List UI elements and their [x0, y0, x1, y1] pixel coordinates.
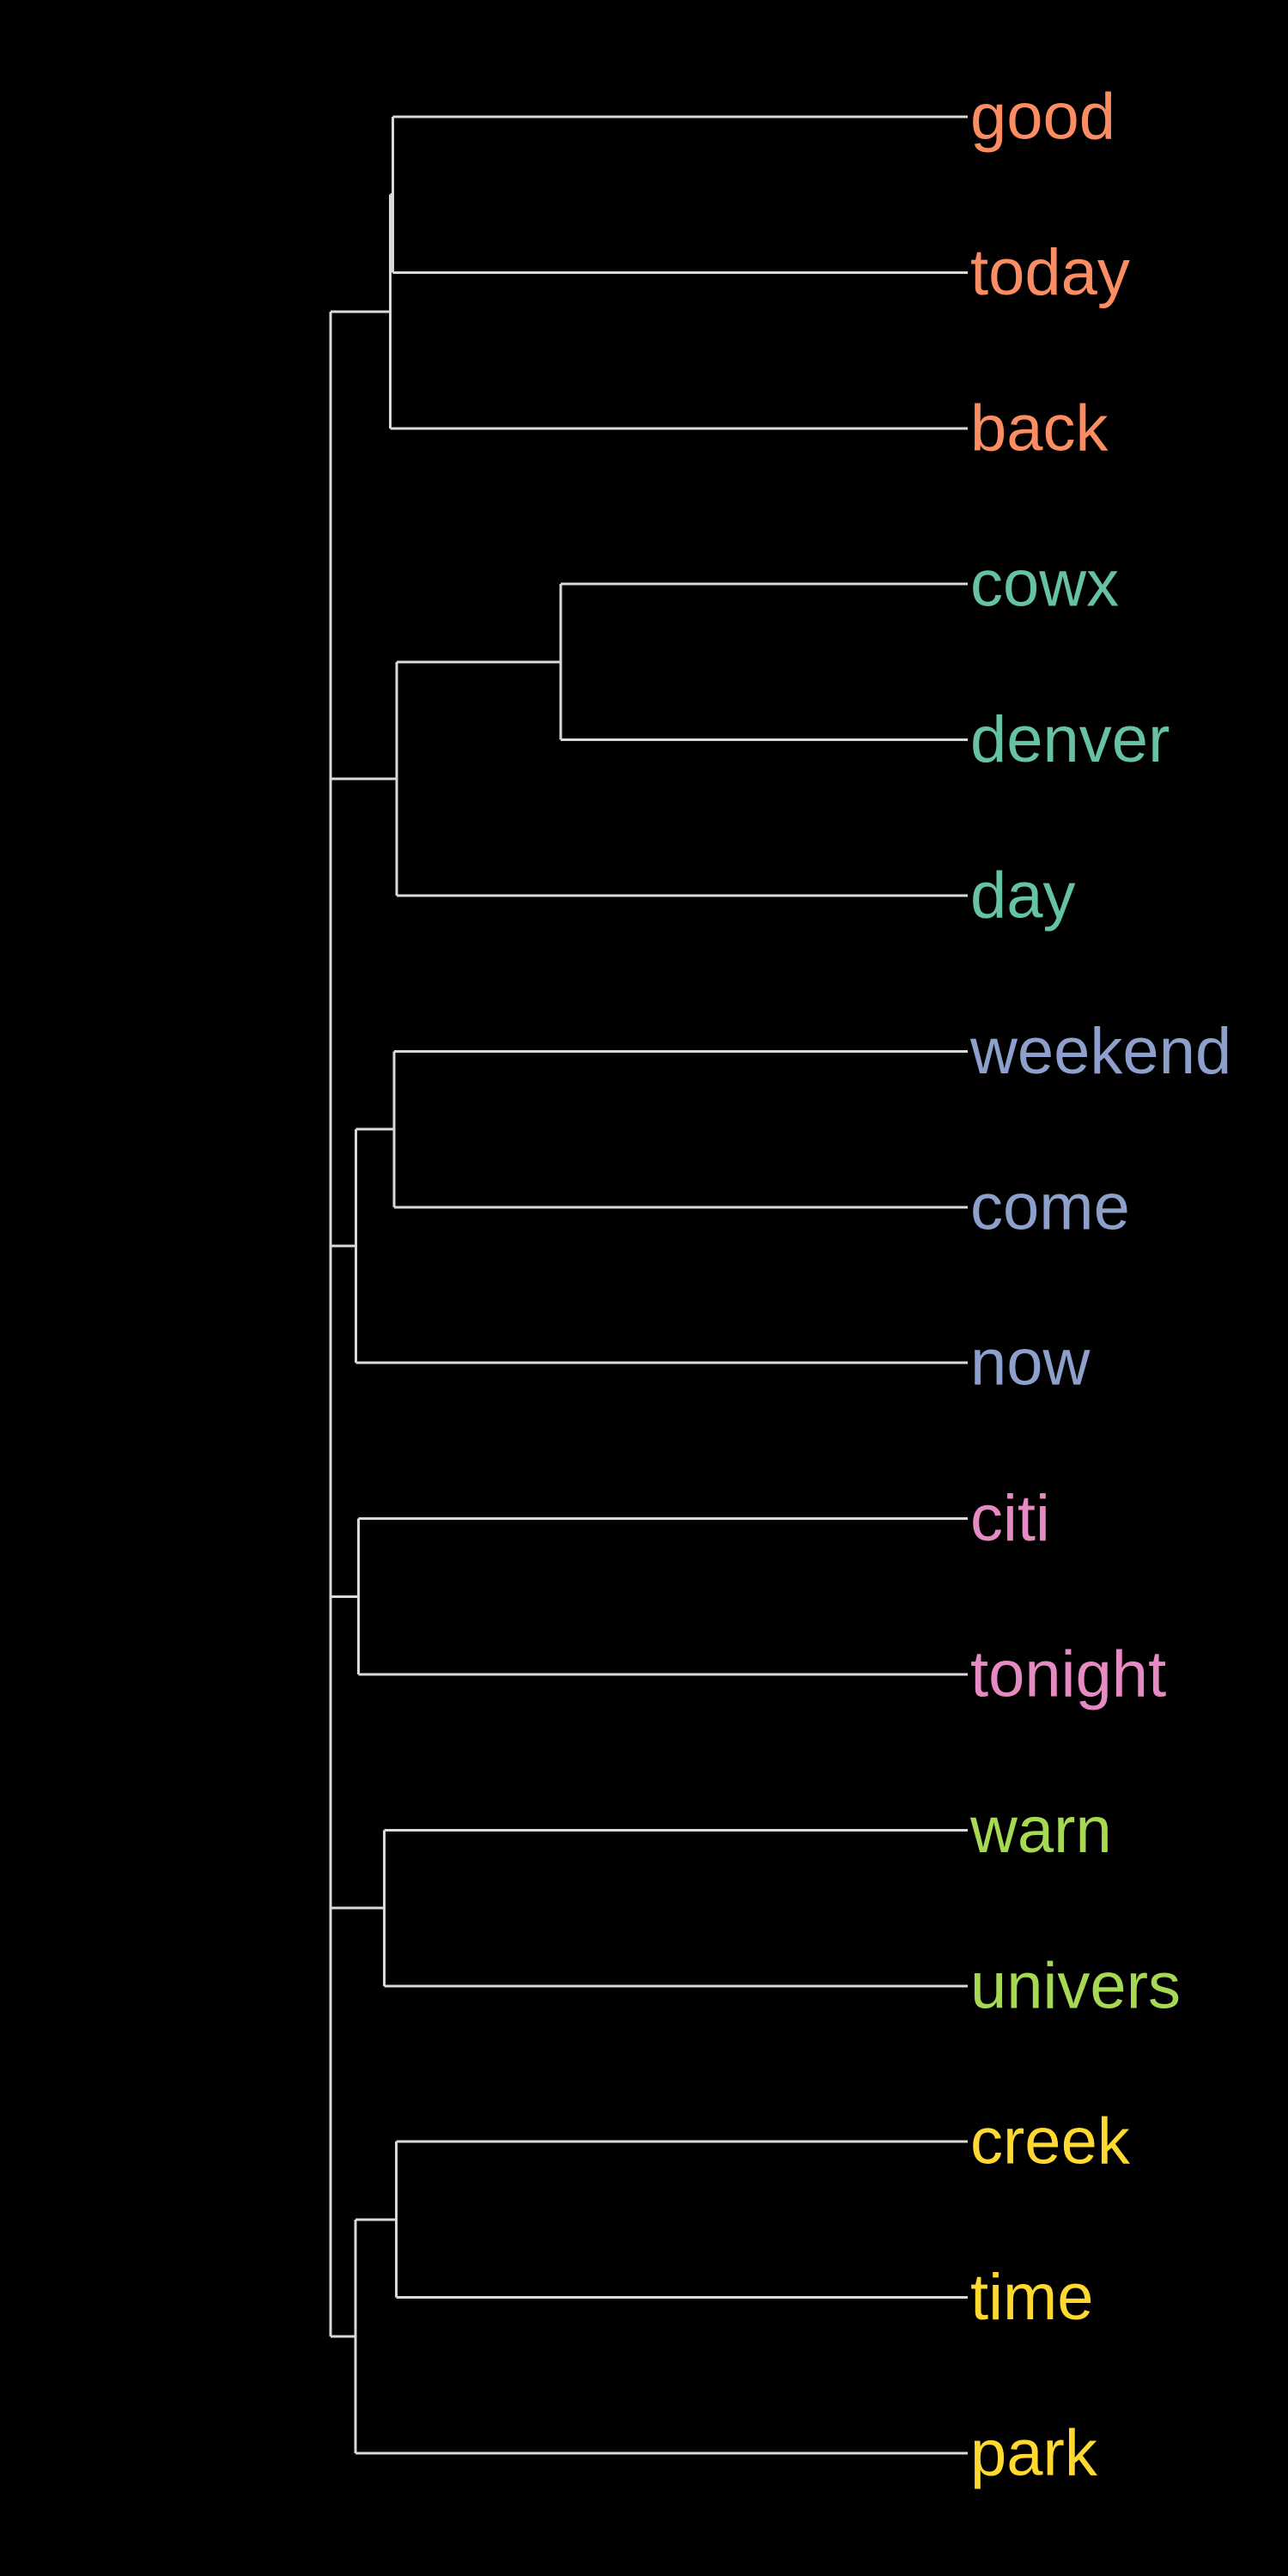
leaf-label-cowx: cowx: [970, 548, 1119, 621]
leaf-label-univers: univers: [970, 1949, 1181, 2022]
leaf-label-time: time: [970, 2261, 1094, 2334]
leaf-label-creek: creek: [970, 2105, 1131, 2178]
leaf-label-denver: denver: [970, 703, 1170, 776]
leaf-label-warn: warn: [969, 1794, 1112, 1867]
leaf-label-come: come: [970, 1170, 1130, 1243]
leaf-label-weekend: weekend: [969, 1015, 1231, 1088]
leaf-label-tonight: tonight: [970, 1638, 1166, 1711]
leaf-label-park: park: [970, 2417, 1098, 2490]
leaf-label-good: good: [970, 81, 1115, 154]
leaf-label-back: back: [970, 392, 1109, 465]
leaf-label-now: now: [970, 1327, 1091, 1400]
leaf-label-citi: citi: [970, 1482, 1050, 1555]
leaf-label-today: today: [970, 236, 1130, 309]
dendrogram-leaf-labels: good today back cowx denver day weekend come now…: [969, 81, 1231, 2490]
dendrogram-branches: [331, 117, 968, 2453]
leaf-label-day: day: [970, 860, 1076, 933]
